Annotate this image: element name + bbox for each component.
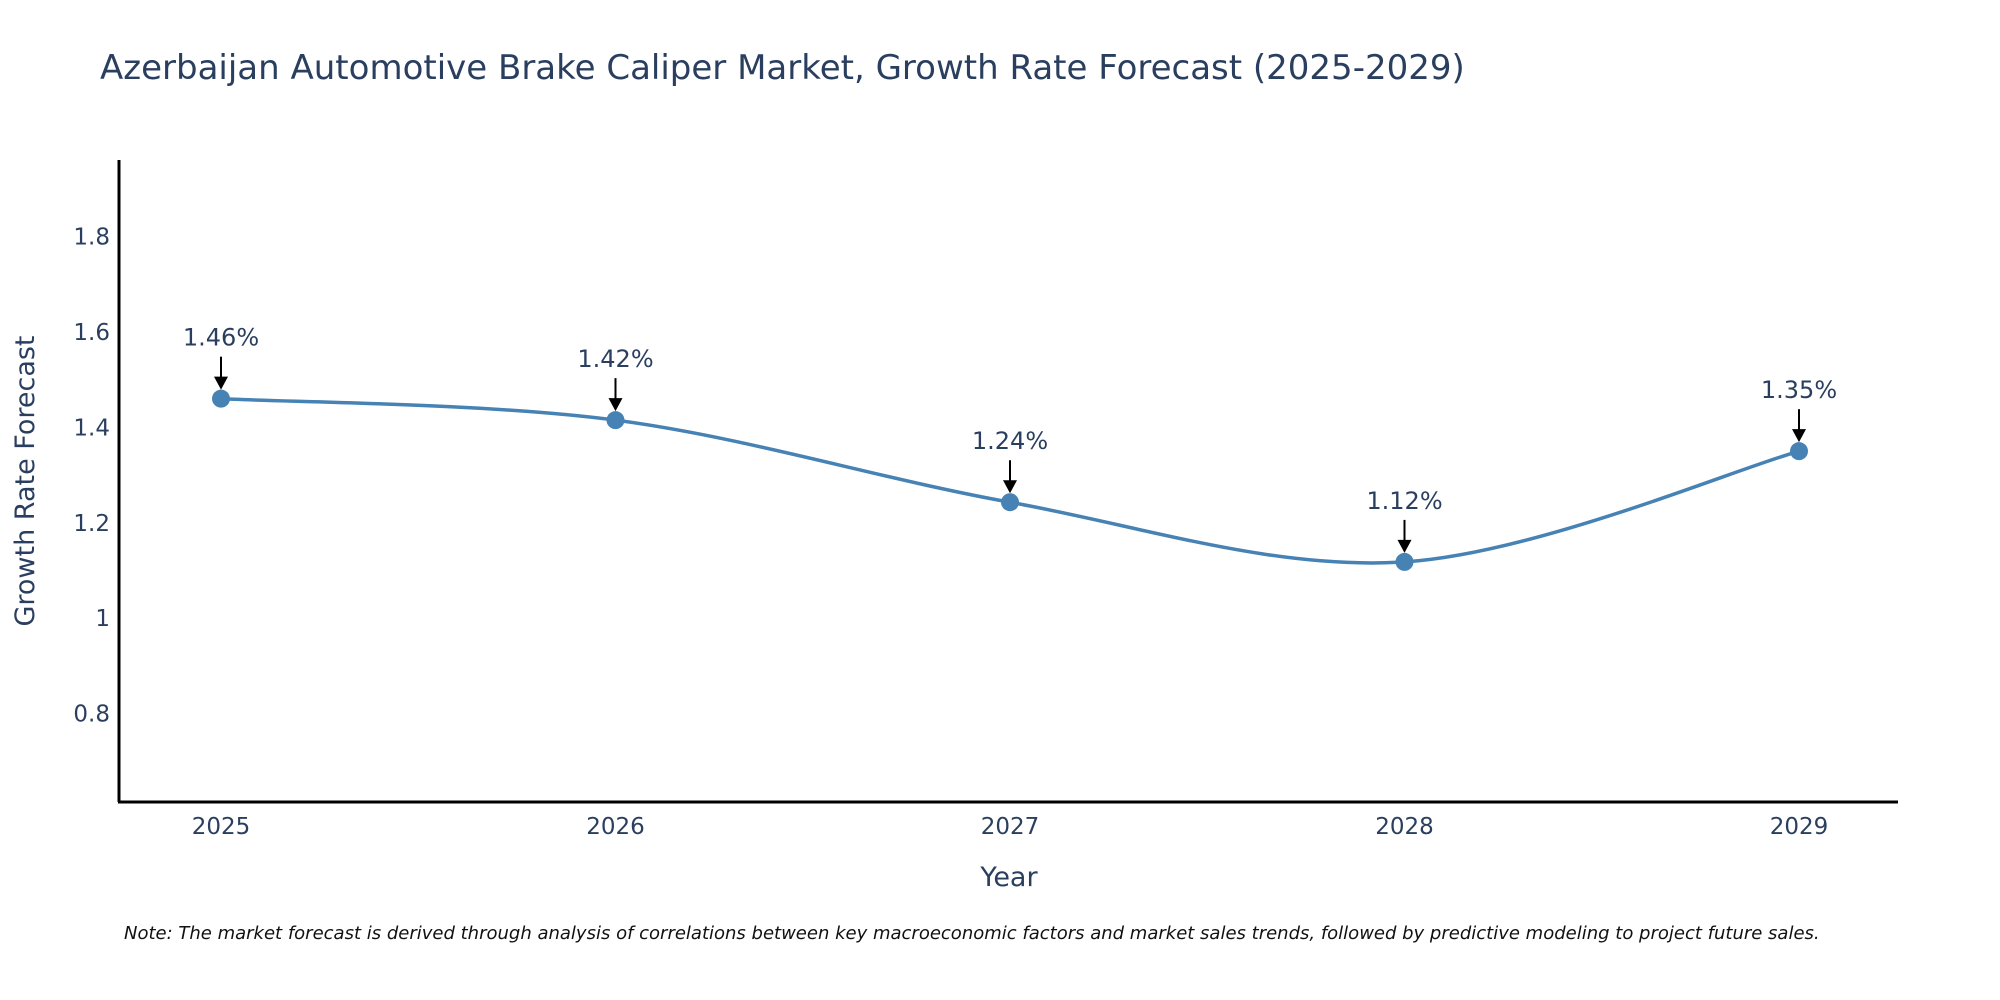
data-label: 1.24% — [972, 427, 1048, 455]
y-tick-label: 1.8 — [73, 224, 110, 250]
y-tick-label: 1.6 — [73, 320, 110, 346]
y-tick-label: 1.2 — [73, 511, 110, 537]
annotation-arrow-head — [1397, 539, 1412, 553]
x-tick-labels: 2025 2026 2027 2028 2029 — [192, 814, 1829, 840]
annotation-arrow-head — [214, 376, 228, 390]
x-tick-label: 2026 — [586, 814, 645, 840]
footnote: Note: The market forecast is derived thr… — [124, 923, 1820, 944]
data-annotations: 1.46% 1.42% 1.24% 1.12% 1.35% — [183, 324, 1837, 553]
x-tick-label: 2025 — [192, 814, 251, 840]
data-point — [1001, 493, 1019, 512]
data-point — [606, 411, 625, 430]
data-label: 1.46% — [183, 324, 259, 352]
chart-title: Azerbaijan Automotive Brake Caliper Mark… — [100, 48, 1465, 88]
annotation-arrow-head — [1792, 429, 1806, 443]
x-tick-label: 2027 — [981, 814, 1040, 840]
data-label: 1.12% — [1366, 487, 1442, 515]
y-tick-label: 0.8 — [73, 702, 110, 728]
y-tick-label: 1.4 — [73, 415, 110, 441]
y-tick-label: 1 — [95, 606, 110, 632]
annotation-arrow-head — [1003, 480, 1017, 494]
y-tick-labels: 0.8 1 1.2 1.4 1.6 1.8 — [73, 224, 110, 727]
y-axis-title: Growth Rate Forecast — [10, 335, 41, 626]
data-point — [212, 389, 230, 408]
plot-area: 0.8 1 1.2 1.4 1.6 1.8 2025 2026 2027 2028 2029 1.… — [73, 160, 1898, 840]
annotation-arrow-head — [608, 398, 623, 412]
data-point — [1790, 442, 1808, 461]
x-axis-title: Year — [979, 862, 1038, 893]
x-tick-label: 2028 — [1375, 814, 1434, 840]
data-label: 1.35% — [1761, 376, 1837, 404]
x-tick-label: 2029 — [1770, 814, 1829, 840]
data-markers — [212, 389, 1808, 571]
data-label: 1.42% — [577, 345, 653, 373]
data-point — [1395, 552, 1414, 571]
